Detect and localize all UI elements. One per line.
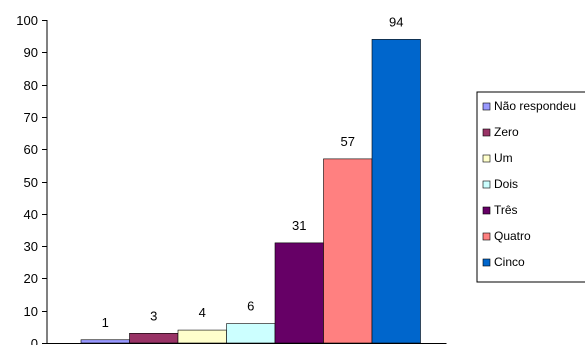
- data-label: 4: [199, 305, 206, 320]
- legend-label: Três: [494, 203, 518, 217]
- y-tick-label: 60: [24, 142, 38, 157]
- bar: [371, 39, 421, 344]
- legend-swatch: [482, 206, 491, 215]
- y-tick-label: 90: [24, 45, 38, 60]
- legend-label: Dois: [494, 177, 518, 191]
- data-labels: 1 3 4 6 31 57 94: [102, 14, 404, 329]
- legend-swatch: [482, 128, 491, 137]
- y-tick-label: 80: [24, 78, 38, 93]
- legend-swatch: [482, 102, 491, 111]
- legend: Não respondeu Zero Um Dois Três Quatro Cinco: [476, 91, 585, 283]
- data-label: 3: [150, 308, 157, 323]
- legend-label: Cinco: [494, 255, 525, 269]
- data-label: 1: [102, 315, 109, 330]
- bar: [226, 323, 276, 344]
- bar: [274, 242, 324, 344]
- y-tick-label: 100: [16, 13, 38, 28]
- legend-label: Zero: [494, 125, 519, 139]
- y-tick-label: 40: [24, 207, 38, 222]
- y-tick-label: 20: [24, 271, 38, 286]
- bar: [323, 158, 373, 344]
- legend-label: Um: [494, 151, 513, 165]
- y-tick-label: 50: [24, 175, 38, 190]
- y-axis: 0 10 20 30 40 50 60 70 80 90 100: [16, 13, 447, 345]
- bars: [80, 39, 421, 344]
- data-label: 31: [292, 218, 306, 233]
- legend-label: Não respondeu: [494, 99, 576, 113]
- data-label: 6: [247, 299, 254, 314]
- data-label: 94: [389, 14, 403, 29]
- legend-label: Quatro: [494, 229, 531, 243]
- legend-box: [476, 91, 585, 283]
- legend-swatch: [482, 180, 491, 189]
- legend-swatch: [482, 258, 491, 267]
- y-tick-label: 70: [24, 110, 38, 125]
- bar: [129, 333, 179, 344]
- data-label: 57: [341, 134, 355, 149]
- legend-swatch: [482, 232, 491, 241]
- y-tick-label: 0: [31, 336, 38, 345]
- y-tick-label: 10: [24, 304, 38, 319]
- y-tick-label: 30: [24, 239, 38, 254]
- legend-swatch: [482, 154, 491, 163]
- bar: [80, 339, 130, 344]
- bar: [177, 329, 227, 344]
